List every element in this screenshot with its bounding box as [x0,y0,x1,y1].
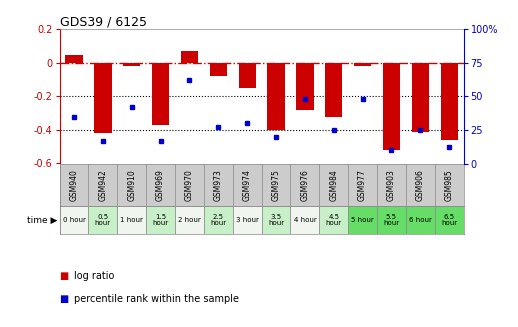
Text: percentile rank within the sample: percentile rank within the sample [74,294,239,304]
Text: 3 hour: 3 hour [236,217,258,223]
Bar [412,63,429,132]
Text: GSM906: GSM906 [416,169,425,201]
Text: ■: ■ [60,294,69,304]
Text: 5.5
hour: 5.5 hour [383,214,399,226]
Bar [406,206,435,234]
Bar [440,63,458,140]
Bar [383,63,400,150]
Bar [60,206,89,234]
Text: GDS39 / 6125: GDS39 / 6125 [60,15,147,28]
Bar [354,63,371,66]
Bar [348,206,377,234]
Bar [238,63,256,88]
Bar [435,206,464,234]
Bar [65,55,83,63]
Bar [291,206,319,234]
Bar [296,63,313,110]
Text: GSM942: GSM942 [98,169,107,201]
Bar [123,63,140,66]
Text: 2 hour: 2 hour [178,217,201,223]
Text: GSM975: GSM975 [271,169,281,201]
Bar [117,206,146,234]
Text: GSM985: GSM985 [444,169,454,201]
Bar [325,63,342,116]
Bar [377,206,406,234]
Bar [94,63,111,133]
Bar [233,206,262,234]
Bar [181,51,198,63]
Text: 4 hour: 4 hour [294,217,316,223]
Text: 2.5
hour: 2.5 hour [210,214,226,226]
Text: GSM973: GSM973 [214,169,223,201]
Bar [89,206,117,234]
Text: GSM970: GSM970 [185,169,194,201]
Text: 0 hour: 0 hour [63,217,85,223]
Text: GSM903: GSM903 [387,169,396,201]
Bar [146,206,175,234]
Text: GSM974: GSM974 [242,169,252,201]
Text: GSM969: GSM969 [156,169,165,201]
Text: 6.5
hour: 6.5 hour [441,214,457,226]
Text: GSM976: GSM976 [300,169,309,201]
Text: 1 hour: 1 hour [120,217,143,223]
Text: GSM984: GSM984 [329,169,338,201]
Text: GSM940: GSM940 [69,169,79,201]
Bar [267,63,285,130]
Text: 1.5
hour: 1.5 hour [152,214,169,226]
Bar [319,206,348,234]
Bar [152,63,169,125]
Text: time ▶: time ▶ [26,215,57,224]
Text: GSM977: GSM977 [358,169,367,201]
Text: 5 hour: 5 hour [351,217,374,223]
Text: 4.5
hour: 4.5 hour [326,214,342,226]
Text: ■: ■ [60,271,69,281]
Text: GSM910: GSM910 [127,169,136,201]
Bar [175,206,204,234]
Text: log ratio: log ratio [74,271,114,281]
Bar [210,63,227,77]
Text: 3.5
hour: 3.5 hour [268,214,284,226]
Text: 6 hour: 6 hour [409,217,432,223]
Bar [262,206,291,234]
Bar [204,206,233,234]
Text: 0.5
hour: 0.5 hour [95,214,111,226]
